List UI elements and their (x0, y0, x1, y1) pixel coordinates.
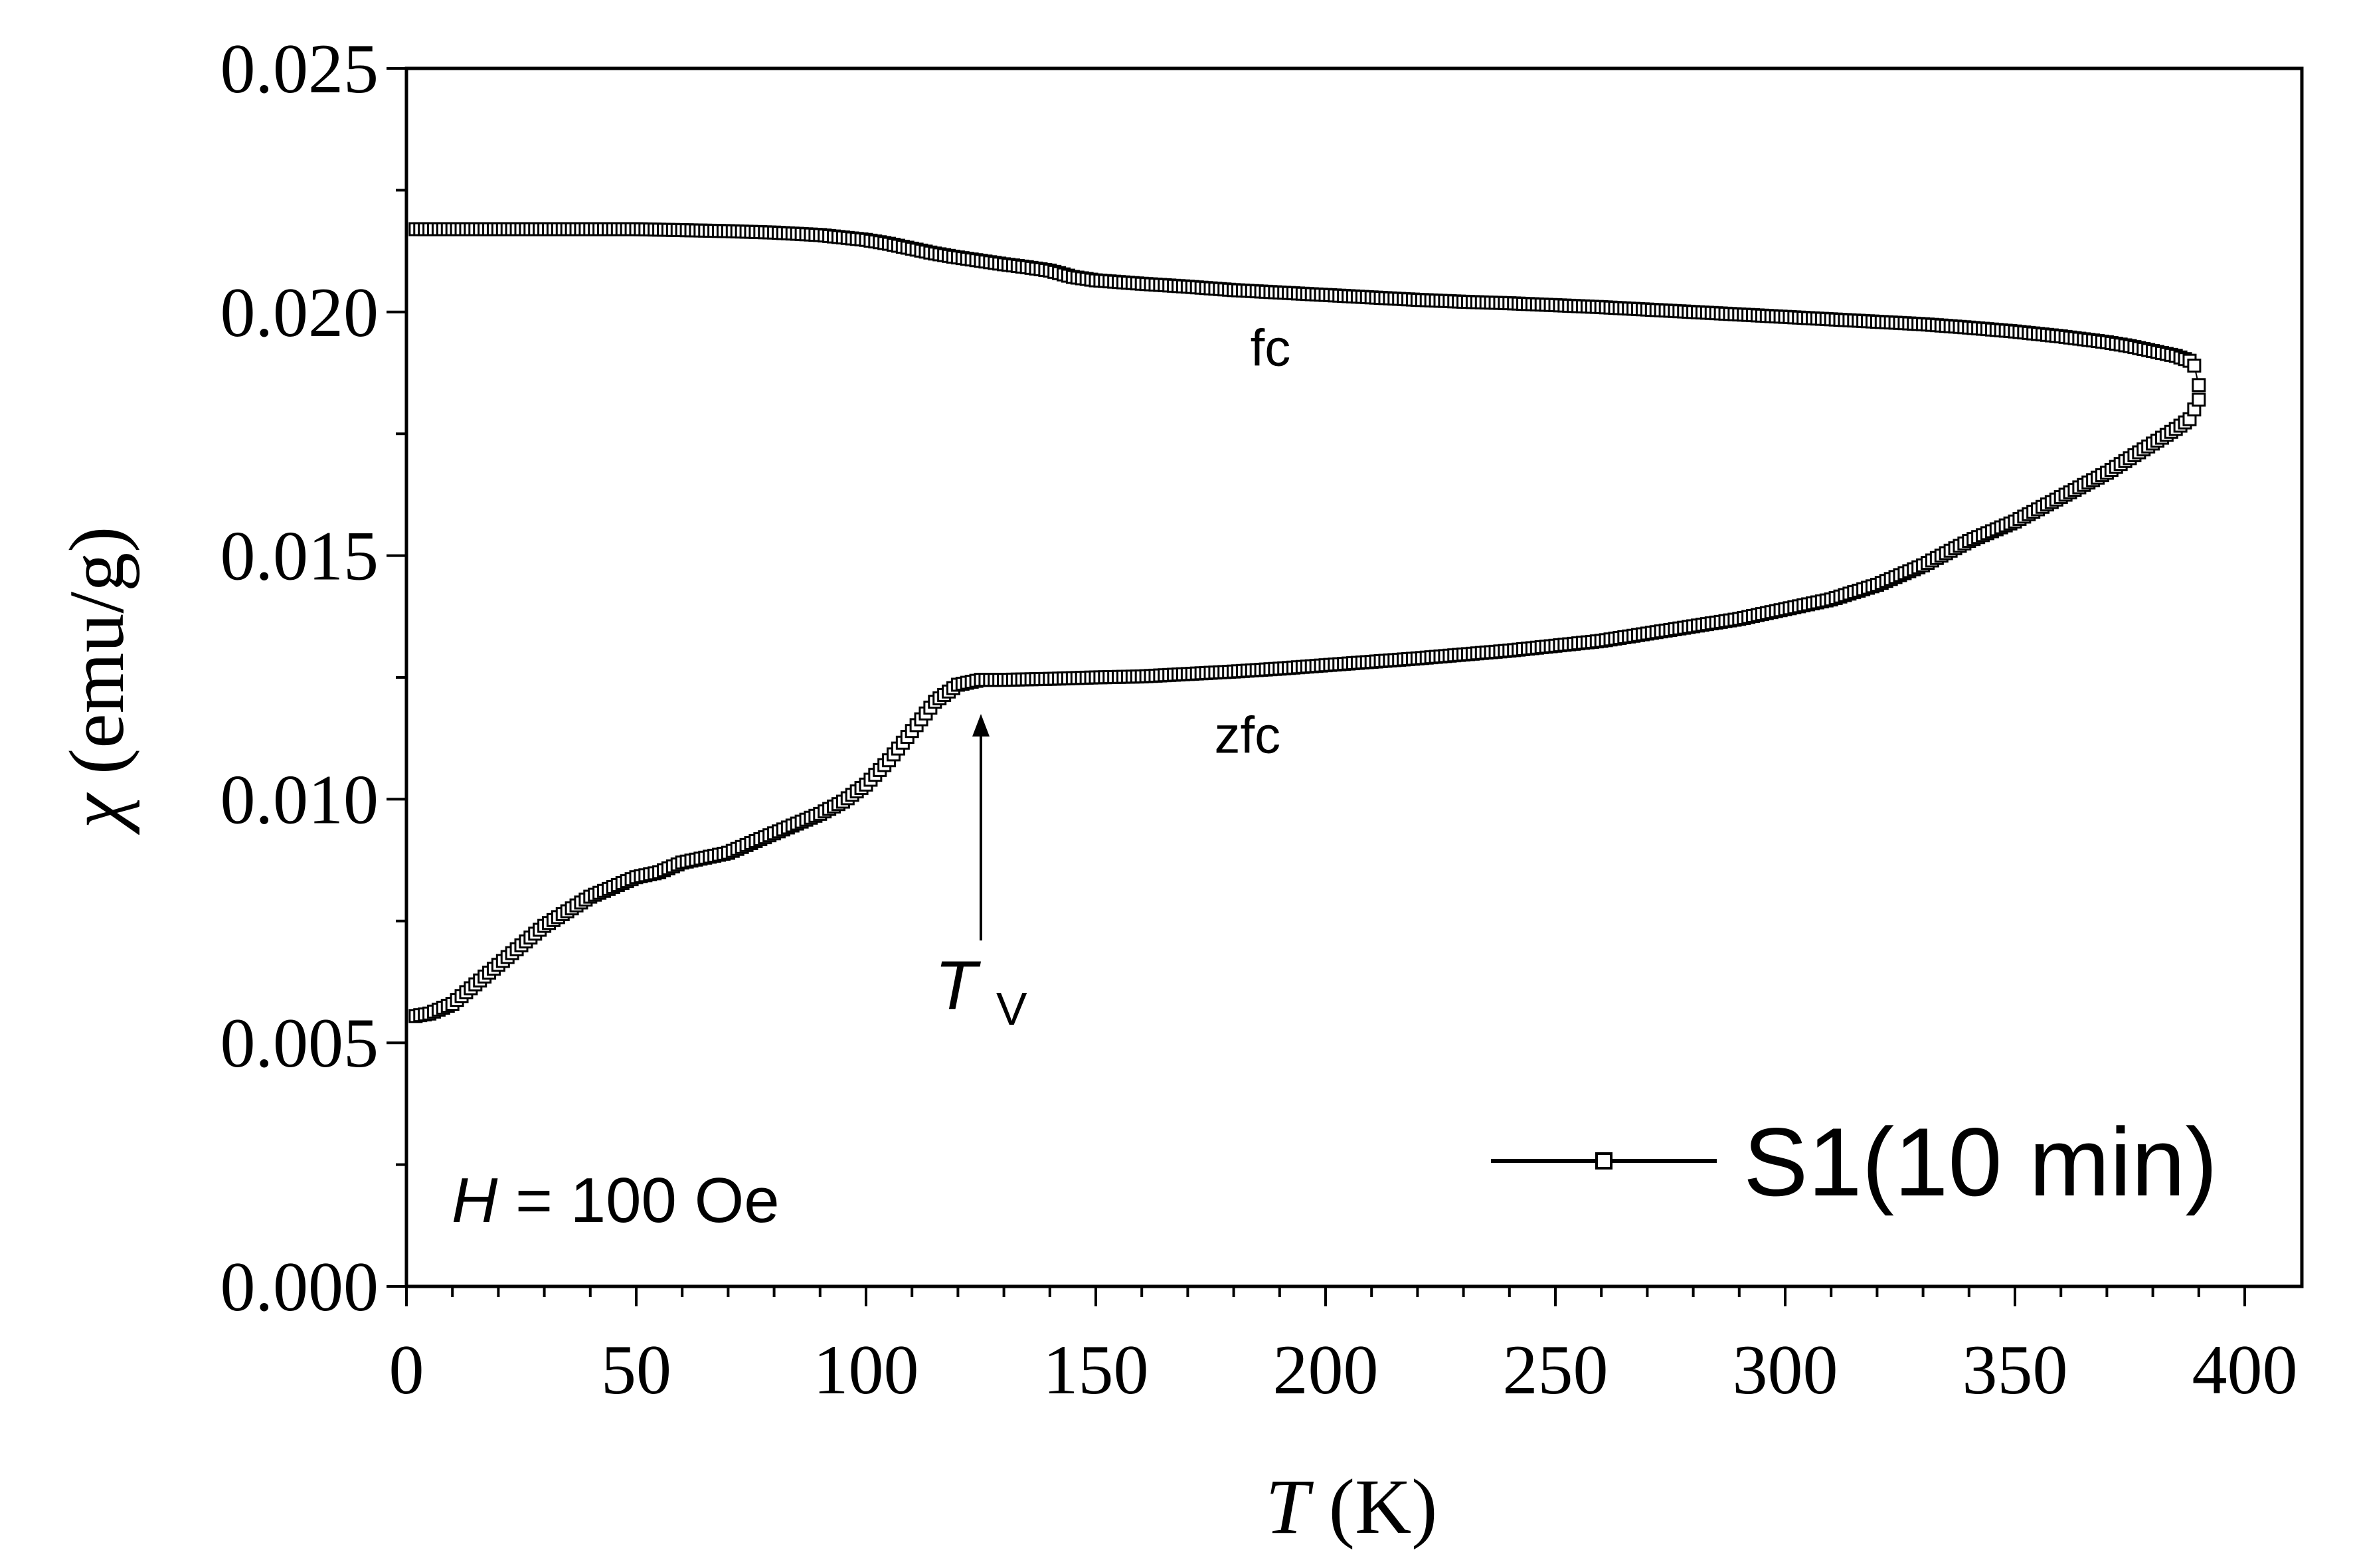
y-tick-label: 0.020 (220, 274, 379, 351)
x-axis-title: T (K) (1266, 1463, 1438, 1550)
x-axis-tick-labels: 0 50 100 150 200 250 300 350 400 (389, 1331, 2298, 1409)
y-tick-label: 0.000 (220, 1248, 379, 1326)
x-tick-label: 400 (2192, 1331, 2298, 1409)
y-tick-label: 0.005 (220, 1004, 379, 1082)
series-layer (408, 222, 2206, 1023)
plot-frame (404, 66, 2304, 1288)
y-tick-label: 0.015 (220, 517, 379, 595)
y-tick-label: 0.025 (220, 30, 379, 108)
tv-label: T V (934, 947, 1027, 1035)
tv-arrow (972, 714, 990, 941)
x-tick-label: 200 (1273, 1331, 1379, 1409)
y-axis-title-symbol: χ (53, 792, 140, 835)
x-tick-label: 300 (1733, 1331, 1838, 1409)
series (408, 222, 2206, 1023)
y-axis-title-unit: (emu/g) (53, 527, 140, 775)
fc-point (2192, 378, 2206, 392)
y-axis-title: χ (emu/g) (53, 527, 140, 835)
x-tick-label: 150 (1043, 1331, 1149, 1409)
x-tick-label: 50 (601, 1331, 671, 1409)
x-tick-label: 250 (1503, 1331, 1609, 1409)
zfc-line (415, 399, 2200, 1017)
field-value: = 100 Oe (515, 1165, 780, 1236)
tv-arrow-head (972, 714, 990, 737)
x-tick-label: 100 (814, 1331, 919, 1409)
tv-label-symbol: T (934, 947, 981, 1024)
x-tick-label: 350 (1962, 1331, 2068, 1409)
fc-label: fc (1251, 318, 1291, 377)
zfc-curve (408, 392, 2206, 1023)
zfc-label: zfc (1215, 706, 1281, 764)
x-axis-ticks (405, 1286, 2246, 1306)
fc-curve (408, 222, 2206, 392)
x-axis-title-unit: (K) (1329, 1463, 1438, 1550)
y-axis-tick-labels: 0.000 0.005 0.010 0.015 0.020 0.025 (220, 30, 379, 1326)
field-symbol: H (452, 1165, 498, 1236)
zfc-point (2192, 392, 2206, 407)
legend-label: S1(10 min) (1743, 1108, 2218, 1216)
y-axis-ticks (387, 67, 406, 1288)
fc-line (415, 228, 2200, 386)
y-tick-label: 0.010 (220, 760, 379, 838)
tv-label-subscript: V (996, 983, 1027, 1035)
x-axis-title-symbol: T (1266, 1463, 1314, 1550)
legend: S1(10 min) (1491, 1108, 2218, 1216)
legend-marker (1595, 1152, 1612, 1170)
x-tick-label: 0 (389, 1331, 424, 1409)
field-annotation: H = 100 Oe (452, 1165, 780, 1236)
fc-point (2187, 358, 2202, 373)
